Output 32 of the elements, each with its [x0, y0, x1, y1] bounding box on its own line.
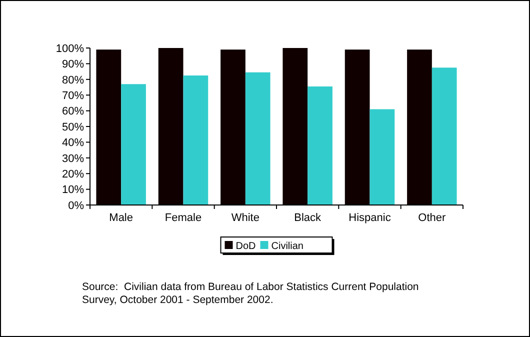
x-tick-label: Hispanic [348, 212, 392, 224]
bar [344, 50, 370, 205]
x-tick-label: Female [164, 212, 202, 224]
bar [282, 48, 308, 205]
bar [158, 48, 184, 205]
y-tick-label: 80% [62, 74, 84, 86]
y-tick-label: 70% [62, 90, 84, 102]
y-tick-label: 20% [62, 168, 84, 180]
y-tick-label: 50% [62, 121, 84, 134]
bar [220, 50, 246, 205]
x-tick-label: White [231, 212, 260, 224]
y-tick-label: 10% [62, 184, 84, 196]
bar [183, 75, 208, 205]
y-tick-label: 60% [62, 106, 84, 118]
bar [121, 84, 146, 205]
y-tick-label: 30% [62, 152, 84, 165]
legend-label: DoD [236, 241, 256, 252]
y-tick-label: 40% [62, 137, 84, 150]
bar [370, 109, 395, 205]
x-tick-label: Other [418, 212, 446, 224]
bar [407, 50, 432, 205]
legend-label: Civilian [271, 241, 304, 252]
x-tick-label: Black [294, 212, 322, 224]
source-note: Source: Civilian data from Bureau of Labor Statistics Current Population Survey, October 2001 - September 2002. [82, 281, 419, 306]
y-tick-label: 0% [68, 200, 84, 212]
x-tick-label: Male [109, 212, 134, 224]
bar [432, 68, 457, 205]
y-tick-label: 100% [56, 42, 84, 55]
y-tick-label: 90% [62, 58, 84, 71]
bar [308, 86, 332, 205]
bar [245, 72, 270, 205]
bar [96, 50, 122, 205]
